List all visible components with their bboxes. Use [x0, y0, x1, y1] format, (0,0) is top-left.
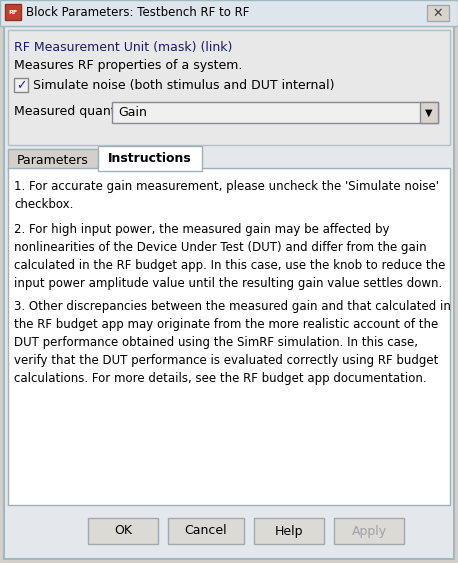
Text: RF: RF	[8, 11, 17, 16]
Text: Simulate noise (both stimulus and DUT internal): Simulate noise (both stimulus and DUT in…	[33, 79, 334, 92]
Bar	[254, 518, 324, 544]
Bar	[8, 149, 98, 171]
Bar	[168, 518, 244, 544]
Text: Apply: Apply	[351, 525, 387, 538]
Bar	[5, 4, 21, 20]
Text: OK: OK	[114, 525, 132, 538]
Text: 2. For high input power, the measured gain may be affected by
nonlinearities of : 2. For high input power, the measured ga…	[14, 223, 445, 290]
Text: Block Parameters: Testbench RF to RF: Block Parameters: Testbench RF to RF	[26, 7, 249, 20]
Bar	[427, 5, 449, 21]
Bar	[112, 102, 438, 123]
Bar	[420, 102, 438, 123]
Text: Measures RF properties of a system.: Measures RF properties of a system.	[14, 60, 242, 73]
Bar	[334, 518, 404, 544]
Bar	[98, 146, 202, 171]
Text: Help: Help	[275, 525, 303, 538]
Text: 3. Other discrepancies between the measured gain and that calculated in
the RF b: 3. Other discrepancies between the measu…	[14, 300, 451, 385]
Text: 1. For accurate gain measurement, please uncheck the 'Simulate noise'
checkbox.: 1. For accurate gain measurement, please…	[14, 180, 439, 211]
Text: Instructions: Instructions	[108, 153, 192, 166]
Text: ✕: ✕	[433, 7, 443, 20]
Text: RF Measurement Unit (mask) (link): RF Measurement Unit (mask) (link)	[14, 42, 232, 55]
Text: ✓: ✓	[16, 79, 26, 92]
Bar	[99, 168, 201, 170]
Text: Parameters: Parameters	[17, 154, 89, 167]
Bar	[8, 168, 450, 505]
Text: Cancel: Cancel	[185, 525, 227, 538]
Bar	[88, 518, 158, 544]
Text: Measured quantity:: Measured quantity:	[14, 105, 135, 118]
Text: Gain: Gain	[118, 106, 147, 119]
Bar	[14, 78, 28, 92]
Bar	[0, 0, 458, 26]
Bar	[8, 30, 450, 145]
Text: ▼: ▼	[425, 108, 433, 118]
